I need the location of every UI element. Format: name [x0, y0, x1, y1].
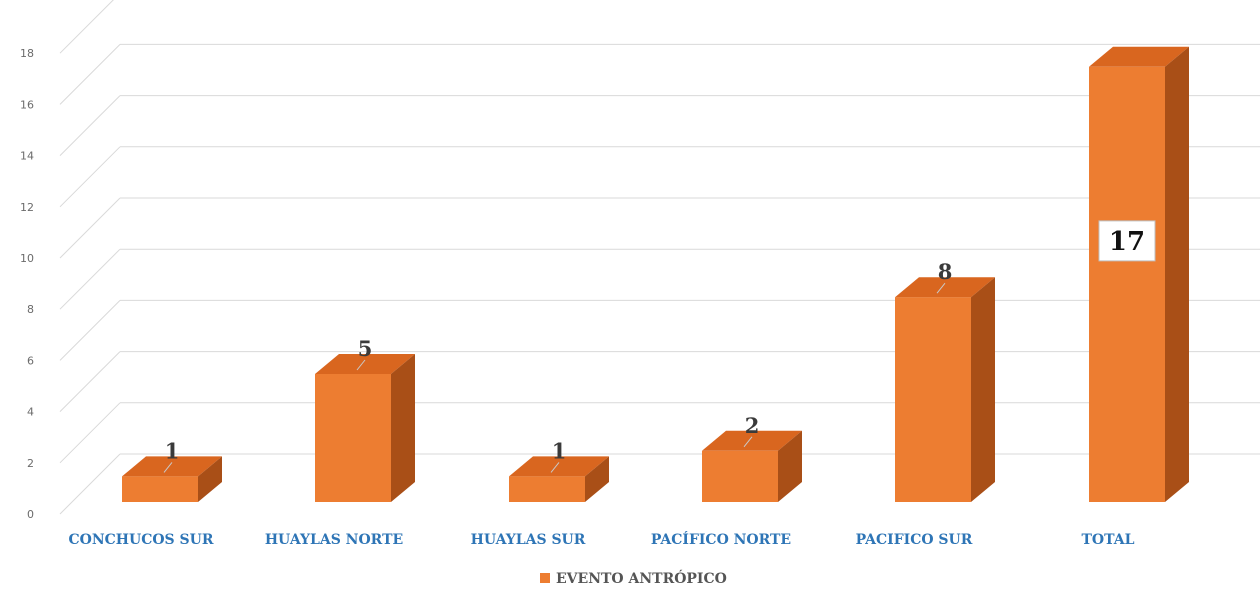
bar-top	[1089, 46, 1189, 67]
bar-front	[315, 374, 391, 502]
data-label-leader	[163, 462, 173, 473]
y-tick-label: 16	[20, 98, 34, 111]
y-tick-label: 14	[20, 150, 34, 163]
legend-swatch	[540, 573, 550, 583]
y-axis-ticks: 0 2 4 6 8 10 12 14 16 18	[20, 47, 34, 521]
y-tick-label: 18	[20, 47, 34, 60]
bars	[122, 46, 1189, 503]
gridline-diagonal	[59, 0, 114, 54]
data-label: 5	[358, 336, 373, 361]
data-label: 1	[165, 438, 180, 463]
gridlines	[59, 0, 1260, 515]
y-tick-label: 10	[20, 252, 34, 265]
data-label: 1	[552, 438, 567, 463]
bar-front	[1089, 66, 1165, 503]
x-category-label: HUAYLAS NORTE	[265, 532, 403, 548]
bar-front	[895, 297, 971, 502]
data-label: 8	[938, 259, 953, 284]
bar-top	[702, 430, 802, 451]
x-category-label: PACÍFICO NORTE	[651, 530, 791, 548]
y-tick-label: 6	[27, 354, 34, 367]
bar-front	[509, 476, 585, 502]
data-label-leader	[550, 462, 560, 473]
legend-label: EVENTO ANTRÓPICO	[556, 569, 727, 587]
y-tick-label: 0	[27, 508, 34, 521]
bar-front	[702, 450, 778, 502]
bar-side	[585, 456, 609, 502]
data-label-leader	[743, 436, 753, 448]
gridline-diagonal	[59, 453, 121, 515]
gridline-diagonal	[59, 402, 121, 464]
bar-side	[198, 456, 222, 502]
x-category-label: TOTAL	[1082, 532, 1135, 548]
bar-top	[315, 354, 415, 374]
bar-side	[391, 354, 415, 502]
gridline-diagonal	[59, 197, 121, 259]
data-label: 2	[745, 413, 760, 438]
x-category-label: PACIFICO SUR	[856, 532, 973, 548]
x-category-label: HUAYLAS SUR	[471, 532, 586, 548]
y-tick-label: 4	[27, 406, 34, 419]
y-tick-label: 8	[27, 303, 34, 316]
data-labels: 1 5 1 2 8 17	[163, 220, 1156, 473]
data-label-box	[1098, 220, 1156, 262]
bar-top	[895, 277, 995, 298]
bar-top	[509, 456, 609, 477]
bar-side	[1165, 46, 1189, 503]
bar-side	[971, 277, 995, 502]
x-axis-categories: CONCHUCOS SUR HUAYLAS NORTE HUAYLAS SUR PAC…	[69, 530, 1135, 548]
gridline-diagonal	[59, 146, 121, 208]
gridline-diagonal	[59, 351, 121, 412]
y-tick-label: 12	[20, 201, 34, 214]
gridline-diagonal	[59, 300, 121, 361]
x-category-label: CONCHUCOS SUR	[69, 532, 214, 548]
data-label: 17	[1109, 227, 1145, 257]
gridline-diagonal	[59, 248, 121, 310]
data-label-leader	[936, 282, 946, 294]
data-label-leader	[356, 359, 366, 371]
bar-side	[778, 430, 802, 502]
bar-front	[122, 476, 198, 502]
gridline-diagonal	[59, 95, 121, 156]
bar-top	[122, 456, 222, 477]
legend: EVENTO ANTRÓPICO	[540, 569, 727, 587]
y-tick-label: 2	[27, 457, 34, 470]
gridline-diagonal	[59, 44, 121, 105]
